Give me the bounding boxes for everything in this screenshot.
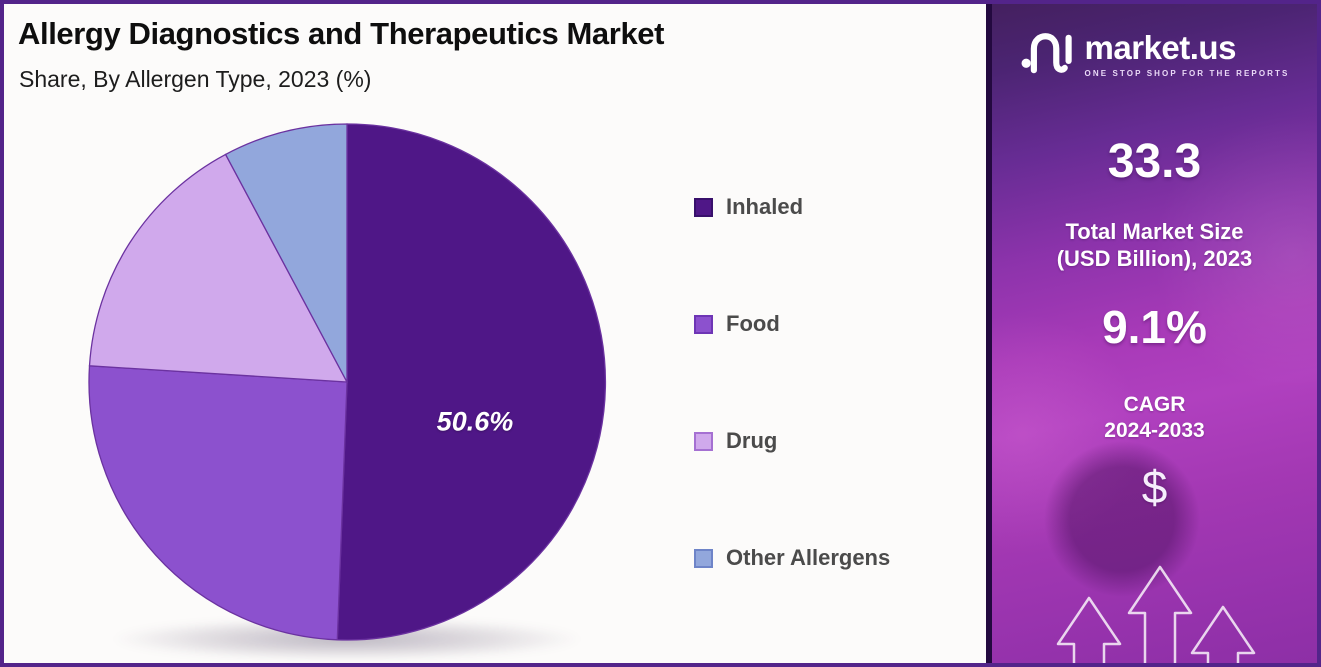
chart-area: Allergy Diagnostics and Therapeutics Mar… (4, 4, 986, 663)
legend-swatch-food (694, 314, 713, 334)
legend-swatch-drug (694, 431, 713, 451)
legend-item-food: Food (694, 311, 890, 336)
brand-name: market.us (1084, 28, 1237, 66)
dollar-icon: $ (1141, 461, 1168, 513)
cagr-value: 9.1% (1102, 301, 1207, 353)
brand-text-block: market.us ONE STOP SHOP FOR THE REPORTS (1085, 31, 1290, 78)
chart-subtitle: Share, By Allergen Type, 2023 (%) (19, 66, 372, 92)
legend: Inhaled Food Drug Other Allergens (694, 194, 891, 570)
legend-label: Drug (726, 428, 778, 453)
legend-label: Inhaled (726, 194, 804, 219)
legend-label: Other Allergens (726, 545, 891, 570)
brand-tagline: ONE STOP SHOP FOR THE REPORTS (1084, 68, 1290, 78)
legend-item-inhaled: Inhaled (694, 194, 890, 219)
brand-stats-panel: market.us ONE STOP SHOP FOR THE REPORTS … (986, 4, 1317, 663)
page-title: Allergy Diagnostics and Therapeutics Mar… (18, 16, 665, 51)
pie-slice-value-label: 50.6% (436, 406, 514, 437)
marketus-logo-icon (1021, 33, 1072, 74)
pie-chart (88, 123, 607, 641)
legend-item-drug: Drug (694, 428, 890, 453)
growth-arrows-icon (1056, 565, 1256, 663)
legend-item-other-allergens: Other Allergens (694, 545, 891, 570)
brand-logo: market.us ONE STOP SHOP FOR THE REPORTS (992, 26, 1317, 82)
legend-swatch-inhaled (694, 197, 713, 217)
legend-swatch-other-allergens (694, 548, 713, 568)
market-size-value: 33.3 (1107, 135, 1202, 188)
cagr-label: CAGR 2024-2033 (1104, 393, 1205, 442)
market-size-label: Total Market Size (USD Billion), 2023 (1056, 219, 1253, 271)
legend-label: Food (726, 311, 780, 336)
